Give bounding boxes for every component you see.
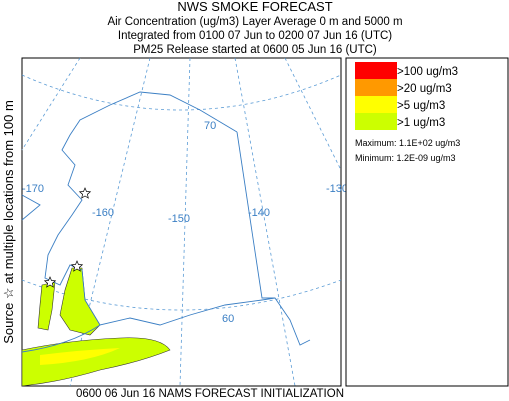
legend-minimum: Minimum: 1.2E-09 ug/m3 (355, 153, 456, 163)
map: -170 -160 -150 -140 -130 70 60 (21, 57, 348, 387)
graticule (21, 57, 342, 387)
longitude-label: -160 (92, 207, 114, 219)
legend-swatch (355, 79, 397, 96)
coastline (21, 91, 311, 353)
legend-swatch (355, 62, 397, 79)
legend: >100 ug/m3 >20 ug/m3 >5 ug/m3 >1 ug/m3 Maxim… (345, 57, 509, 387)
subtitle: Integrated from 0100 07 Jun to 0200 07 J… (118, 30, 392, 42)
side-label: Source ☆ at multiple locations from 100 … (1, 100, 16, 344)
latitude-label: 60 (222, 313, 234, 325)
latitude-label: 70 (204, 120, 216, 132)
legend-label: >20 ug/m3 (397, 83, 452, 95)
subtitle: PM25 Release started at 0600 05 Jun 16 (… (133, 44, 377, 56)
source-star (43, 187, 92, 288)
legend-swatch (355, 96, 397, 113)
longitude-label: -130 (326, 183, 348, 195)
subtitle: Air Concentration (ug/m3) Layer Average … (107, 16, 402, 28)
legend-label: >1 ug/m3 (397, 117, 445, 129)
longitude-label: -170 (22, 183, 44, 195)
legend-swatch (355, 113, 397, 130)
title: NWS SMOKE FORECAST (177, 0, 332, 14)
legend-maximum: Maximum: 1.1E+02 ug/m3 (355, 138, 460, 148)
longitude-label: -150 (168, 213, 190, 225)
legend-label: >5 ug/m3 (397, 100, 445, 112)
footer: 0600 06 Jun 16 NAMS FORECAST INITIALIZAT… (76, 388, 344, 400)
legend-label: >100 ug/m3 (397, 66, 458, 78)
smoke-plume (21, 267, 171, 387)
longitude-label: -140 (248, 207, 270, 219)
smoke-core (40, 348, 120, 365)
